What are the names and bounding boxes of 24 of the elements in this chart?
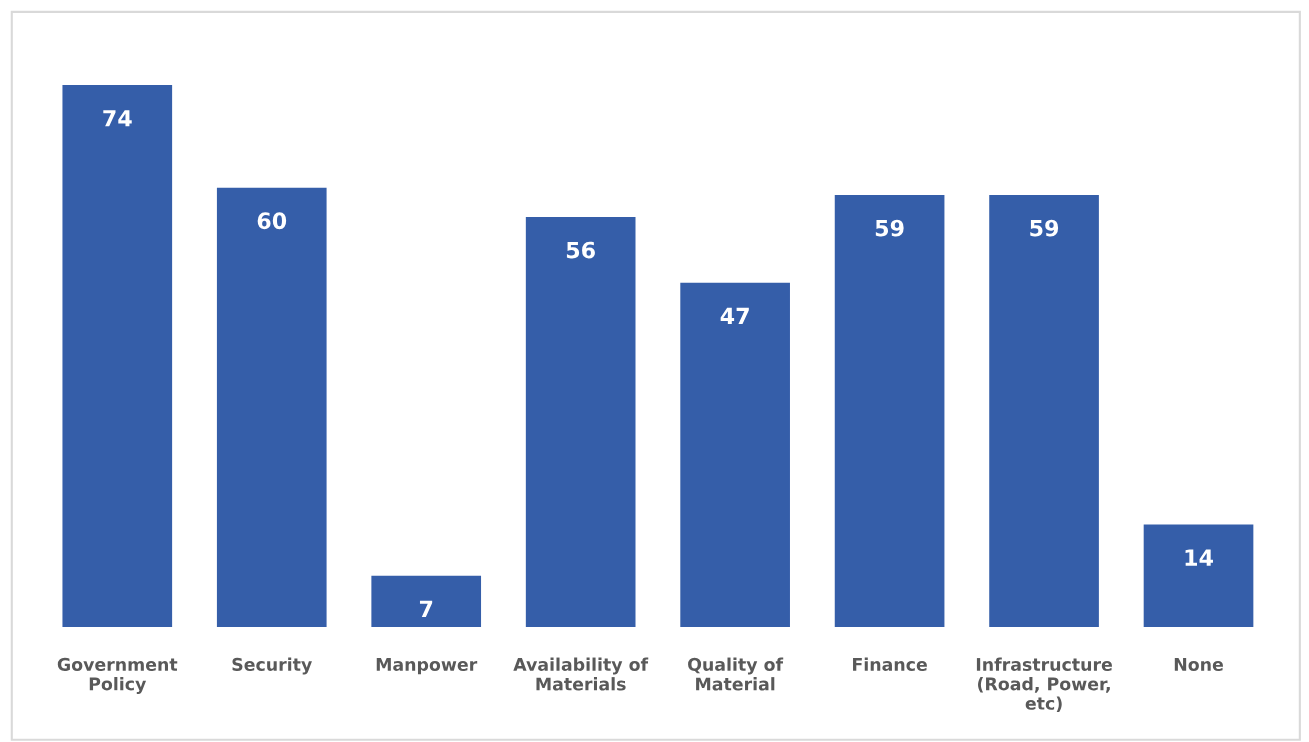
data-label: 74 [103, 110, 132, 127]
data-label: 60 [257, 212, 287, 230]
bar [525, 216, 636, 627]
bar [371, 575, 482, 627]
bar [1143, 524, 1254, 627]
data-label: 56 [566, 241, 595, 259]
x-tick-label: Security [232, 657, 312, 675]
bar [834, 194, 945, 627]
data-label: 47 [720, 307, 749, 325]
x-tick-label: Government Policy [57, 657, 178, 694]
bar [62, 85, 173, 627]
data-label: 59 [875, 219, 904, 237]
data-label: 59 [1030, 219, 1059, 237]
data-label: 14 [1185, 549, 1213, 566]
x-tick-label: Quality of Material [688, 657, 784, 691]
x-tick-label: Availability of Materials [513, 657, 649, 691]
x-tick-label: Manpower [376, 658, 478, 675]
data-label: 7 [419, 600, 433, 617]
bar [989, 194, 1099, 627]
bar [680, 282, 790, 627]
bar [216, 187, 327, 627]
x-tick-label: None [1174, 658, 1223, 671]
x-tick-label: Infrastructure (Road, Power, etc) [976, 657, 1112, 712]
x-tick-label: Finance [853, 657, 927, 671]
